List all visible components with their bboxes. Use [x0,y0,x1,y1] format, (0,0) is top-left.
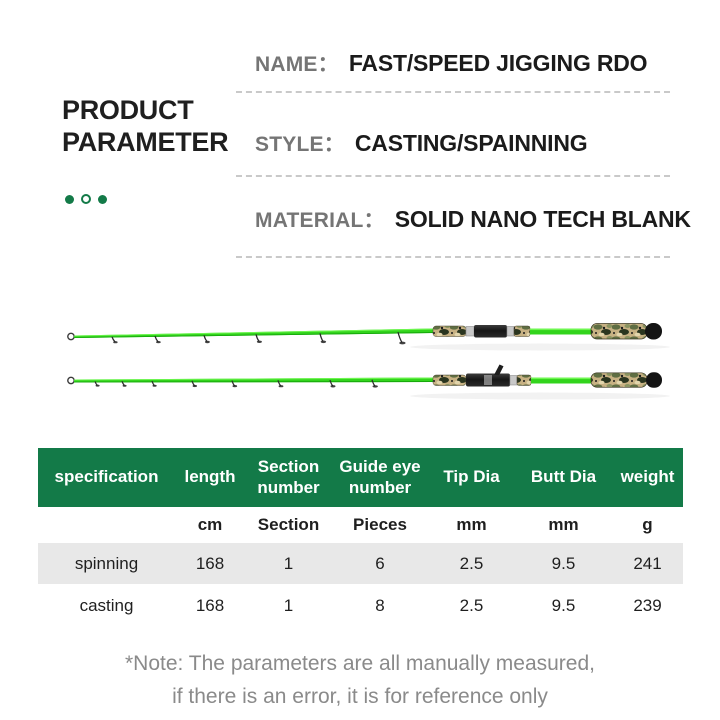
header-cell-section-number: Section number [257,457,320,497]
units-row: cm Section Pieces mm mm g [38,507,683,543]
cell: spinning [74,553,139,573]
spec-label: NAME： [255,53,339,76]
spec-row-name: NAME： FAST/SPEED JIGGING RDO [255,48,648,78]
footer-note: *Note: The parameters are all manually m… [0,648,720,713]
product-photo-fishing-rods [67,323,670,400]
rod-casting [67,364,662,388]
spec-value: FAST/SPEED JIGGING RDO [348,50,648,76]
header-cell-tip-dia: Tip Dia [443,467,500,487]
dot-outline-icon [81,194,91,204]
spec-row-material: MATERIAL： SOLID NANO TECH BLANK [255,204,691,234]
cell: 1 [283,596,294,615]
page-title: PRODUCT PARAMETER [62,94,229,159]
header-cell-guide-eye-number: Guide eye number [339,457,421,497]
rod-shadow [410,392,670,400]
dashed-divider [236,256,670,258]
spec-value: SOLID NANO TECH BLANK [394,206,691,232]
cell: 6 [375,553,385,573]
cell: 9.5 [551,553,576,573]
footer-note-line1: *Note: The parameters are all manually m… [124,652,595,675]
cell: 168 [195,596,225,615]
cell: 9.5 [551,596,576,615]
dot-icon [65,194,74,204]
spec-table-header-row: specification length Section number Guid… [38,448,683,507]
title-dots [65,194,107,204]
unit-cell: mm [548,515,579,534]
header-cell-length: length [184,467,236,487]
spec-value: CASTING/SPAINNING [354,130,588,156]
page-title-line2: PARAMETER [62,127,229,158]
spec-row-style: STYLE： CASTING/SPAINNING [255,128,588,158]
cell: 2.5 [459,596,484,615]
cell: 239 [633,596,662,615]
cell: 168 [195,553,225,573]
spec-table: specification length Section number Guid… [38,448,683,628]
footer-note-line2: if there is an error, it is for referenc… [172,684,548,708]
cell: 2.5 [459,553,484,573]
unit-cell: g [642,515,653,534]
unit-cell [38,507,175,543]
unit-cell: mm [456,515,487,534]
spec-label: MATERIAL： [255,209,385,232]
dashed-divider [236,175,670,177]
dot-icon [98,194,107,204]
unit-cell: Pieces [353,515,407,534]
cell: casting [79,596,134,615]
cell: 8 [375,596,385,615]
header-cell-specification: specification [54,467,159,487]
dashed-divider [236,91,670,93]
table-row-spinning: spinning 168 1 6 2.5 9.5 241 [38,543,683,584]
unit-cell: Section [257,515,320,534]
cell: 241 [633,553,662,573]
rod-spinning [67,323,662,345]
unit-cell: cm [197,515,223,534]
cell: 1 [283,553,294,573]
spec-label: STYLE： [255,133,345,156]
page-title-line1: PRODUCT [62,95,194,125]
table-row-casting: casting 168 1 8 2.5 9.5 239 [38,584,683,628]
rod-shadow [410,343,670,351]
header-cell-weight: weight [620,467,675,487]
header-cell-butt-dia: Butt Dia [530,467,597,487]
